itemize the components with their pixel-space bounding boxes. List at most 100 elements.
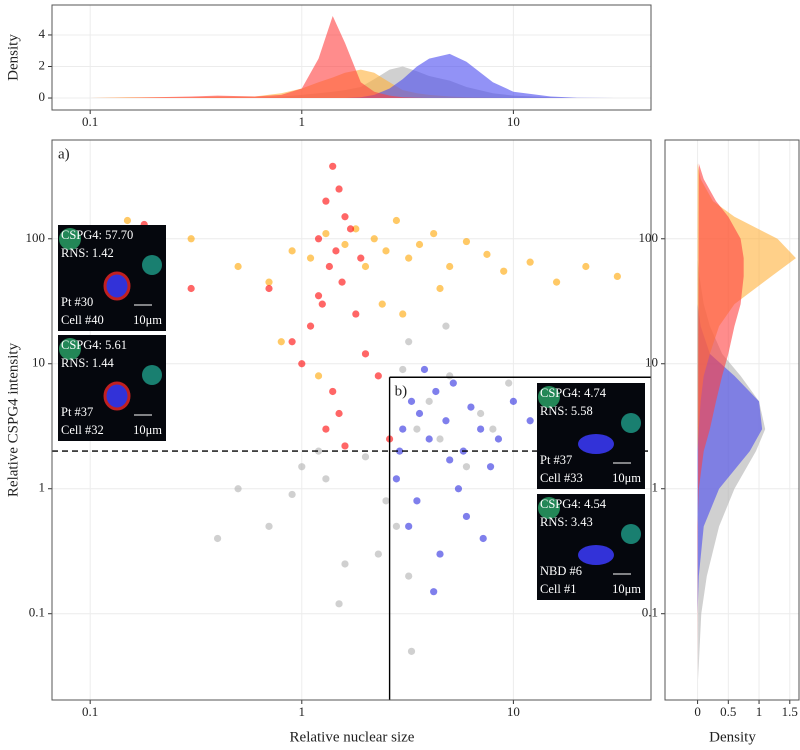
point — [341, 213, 349, 221]
inset-text: RNS: 5.58 — [540, 404, 593, 418]
y-axis-label: Density — [5, 34, 21, 81]
scale-label: 10μm — [133, 313, 162, 327]
point — [361, 453, 370, 461]
point — [494, 435, 503, 443]
y-tick-label: 0.1 — [29, 605, 45, 620]
density-area — [90, 53, 615, 99]
point — [382, 497, 390, 505]
point — [505, 379, 513, 387]
point — [432, 387, 440, 396]
point — [442, 417, 450, 425]
cell-green — [621, 524, 641, 544]
scale-label: 10μm — [612, 471, 641, 485]
cell-green — [621, 413, 641, 433]
point — [314, 235, 323, 243]
point — [462, 512, 471, 521]
cell-green — [538, 497, 560, 519]
inset-text: Pt #37 — [61, 405, 93, 419]
x-axis-label: Relative nuclear size — [290, 729, 415, 745]
point — [288, 247, 296, 255]
point — [392, 216, 401, 225]
point — [123, 216, 132, 225]
nucleus — [103, 271, 131, 301]
point — [446, 372, 454, 380]
inset-text: Cell #1 — [540, 582, 576, 596]
cell-green — [538, 386, 560, 408]
y-tick-label: 10 — [645, 355, 658, 370]
point — [477, 409, 485, 418]
point — [346, 225, 355, 233]
y-tick-label: 1 — [652, 480, 659, 495]
panel-label: b) — [395, 384, 408, 400]
point — [399, 425, 407, 433]
point — [306, 322, 315, 330]
point — [489, 425, 497, 433]
point — [442, 322, 450, 330]
point — [341, 560, 349, 568]
point — [462, 463, 471, 471]
inset-text: Cell #33 — [540, 471, 583, 485]
point — [352, 310, 360, 318]
cell-image: CSPG4: 4.74 RNS: 5.58 Pt #37 Cell #33 10μm — [537, 383, 645, 489]
point — [298, 360, 306, 368]
point — [430, 588, 438, 596]
inset-text: CSPG4: 4.74 — [540, 386, 607, 400]
point — [314, 372, 323, 380]
point — [329, 162, 337, 170]
cell-green — [142, 255, 162, 275]
x-tick-label: 0.1 — [82, 114, 98, 129]
point — [396, 447, 404, 455]
x-tick-label: 0.5 — [720, 704, 736, 719]
point — [425, 397, 433, 405]
inset-text: NBD #6 — [540, 564, 582, 578]
point — [352, 225, 360, 233]
point — [407, 397, 416, 405]
point — [436, 550, 444, 558]
point — [335, 185, 343, 193]
point — [413, 425, 421, 433]
point — [187, 235, 195, 243]
point — [500, 267, 508, 275]
inset-text: RNS: 1.42 — [61, 246, 114, 260]
point — [306, 254, 315, 262]
y-tick-label: 1 — [39, 480, 46, 495]
x-tick-label: 1 — [299, 704, 306, 719]
point — [341, 442, 349, 450]
point — [277, 338, 285, 346]
point — [613, 272, 621, 280]
scale-label: 10μm — [133, 423, 162, 437]
point — [526, 258, 534, 266]
point — [234, 262, 242, 271]
point — [446, 456, 454, 464]
x-tick-label: 10 — [507, 114, 520, 129]
inset-text: Cell #40 — [61, 313, 104, 327]
x-tick-label: 1 — [756, 704, 763, 719]
point — [288, 490, 296, 499]
y-tick-label: 2 — [39, 57, 46, 72]
y-tick-label: 100 — [26, 230, 46, 245]
plot-frame — [51, 4, 652, 111]
point — [526, 417, 534, 425]
point — [265, 278, 273, 286]
point — [374, 550, 382, 558]
x-tick-label: 10 — [507, 704, 520, 719]
point — [382, 247, 390, 255]
point — [322, 229, 330, 238]
point — [378, 300, 386, 308]
point — [415, 240, 424, 249]
point — [322, 197, 330, 205]
inset-text: Pt #30 — [61, 295, 93, 309]
point — [454, 485, 463, 493]
cell-green — [142, 365, 162, 385]
x-tick-label: 1 — [299, 114, 306, 129]
y-axis-label: Relative CSPG4 intensity — [5, 342, 21, 497]
point — [413, 497, 421, 505]
x-tick-label: 0.1 — [82, 704, 98, 719]
point — [407, 647, 416, 655]
point — [405, 254, 413, 262]
panel: 0.1 1 10 0 2 4 Density — [5, 4, 652, 129]
y-tick-label: 4 — [39, 26, 46, 41]
point — [338, 278, 346, 286]
plot-frame — [51, 139, 652, 701]
